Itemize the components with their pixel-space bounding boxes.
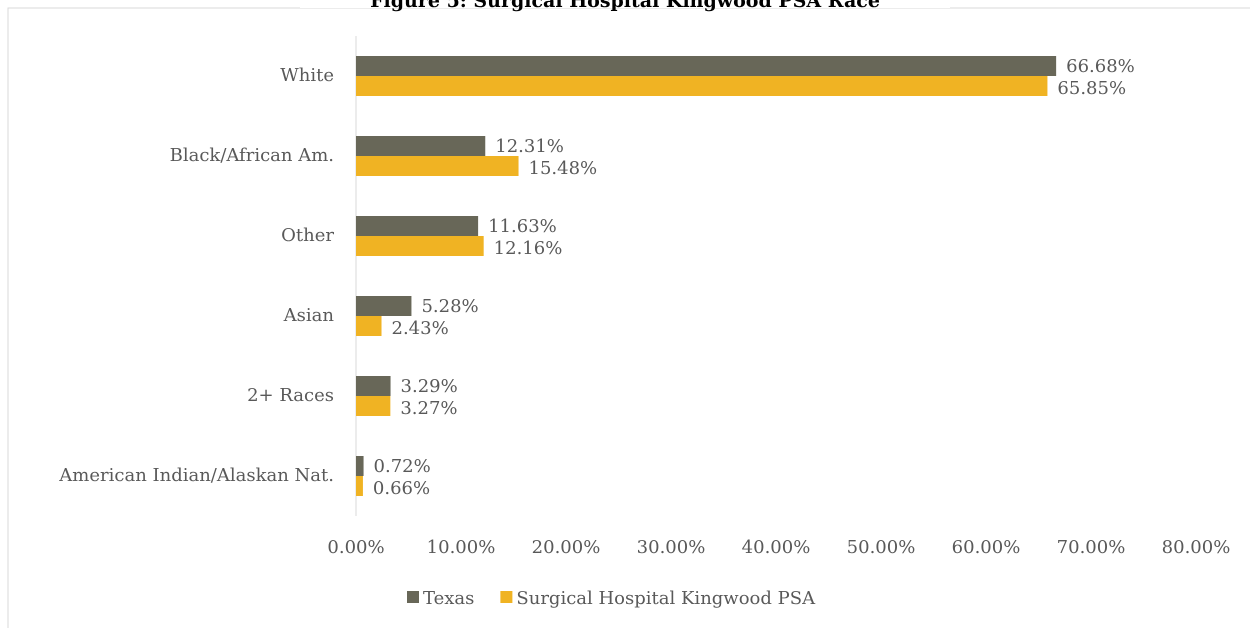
- x-tick-label: 10.00%: [427, 537, 496, 558]
- x-tick-label: 70.00%: [1057, 537, 1126, 558]
- bar: [356, 156, 519, 176]
- x-tick-label: 40.00%: [742, 537, 811, 558]
- x-tick-label: 80.00%: [1162, 537, 1231, 558]
- value-label: 12.16%: [494, 238, 563, 259]
- title-backdrop: [300, 0, 950, 8]
- x-tick-label: 30.00%: [637, 537, 706, 558]
- bar: [356, 296, 412, 316]
- bar: [356, 376, 391, 396]
- bar: [356, 136, 486, 156]
- y-tick-label: 2+ Races: [247, 385, 334, 406]
- bar: [356, 216, 479, 236]
- y-tick-label: Asian: [283, 305, 335, 326]
- chart-title: Figure 5: Surgical Hospital Kingwood PSA…: [370, 0, 880, 12]
- legend-swatch: [500, 591, 513, 603]
- bar: [356, 316, 382, 336]
- y-tick-label: American Indian/Alaskan Nat.: [58, 465, 334, 486]
- value-label: 2.43%: [392, 318, 449, 339]
- bar: [356, 476, 363, 496]
- value-label: 0.66%: [373, 478, 430, 499]
- x-tick-label: 50.00%: [847, 537, 916, 558]
- y-tick-label: Black/African Am.: [170, 145, 334, 166]
- bar: [356, 236, 484, 256]
- x-tick-label: 20.00%: [532, 537, 601, 558]
- bar: [356, 456, 364, 476]
- legend-swatch: [407, 591, 419, 603]
- value-label: 0.72%: [374, 456, 431, 477]
- value-label: 65.85%: [1057, 78, 1126, 99]
- y-tick-label: Other: [281, 225, 334, 246]
- bar: [356, 76, 1048, 96]
- value-label: 3.29%: [401, 376, 458, 397]
- value-label: 5.28%: [421, 296, 478, 317]
- bar: [356, 396, 391, 416]
- value-label: 3.27%: [400, 398, 457, 419]
- legend-label: Texas: [423, 588, 474, 609]
- chart-frame: [7, 7, 1250, 628]
- value-label: 11.63%: [488, 216, 557, 237]
- x-tick-label: 0.00%: [327, 537, 384, 558]
- value-label: 15.48%: [529, 158, 598, 179]
- value-label: 66.68%: [1066, 56, 1135, 77]
- x-tick-label: 60.00%: [952, 537, 1021, 558]
- bar: [356, 56, 1057, 76]
- value-label: 12.31%: [495, 136, 564, 157]
- y-tick-label: White: [280, 65, 334, 86]
- legend-label: Surgical Hospital Kingwood PSA: [516, 588, 816, 609]
